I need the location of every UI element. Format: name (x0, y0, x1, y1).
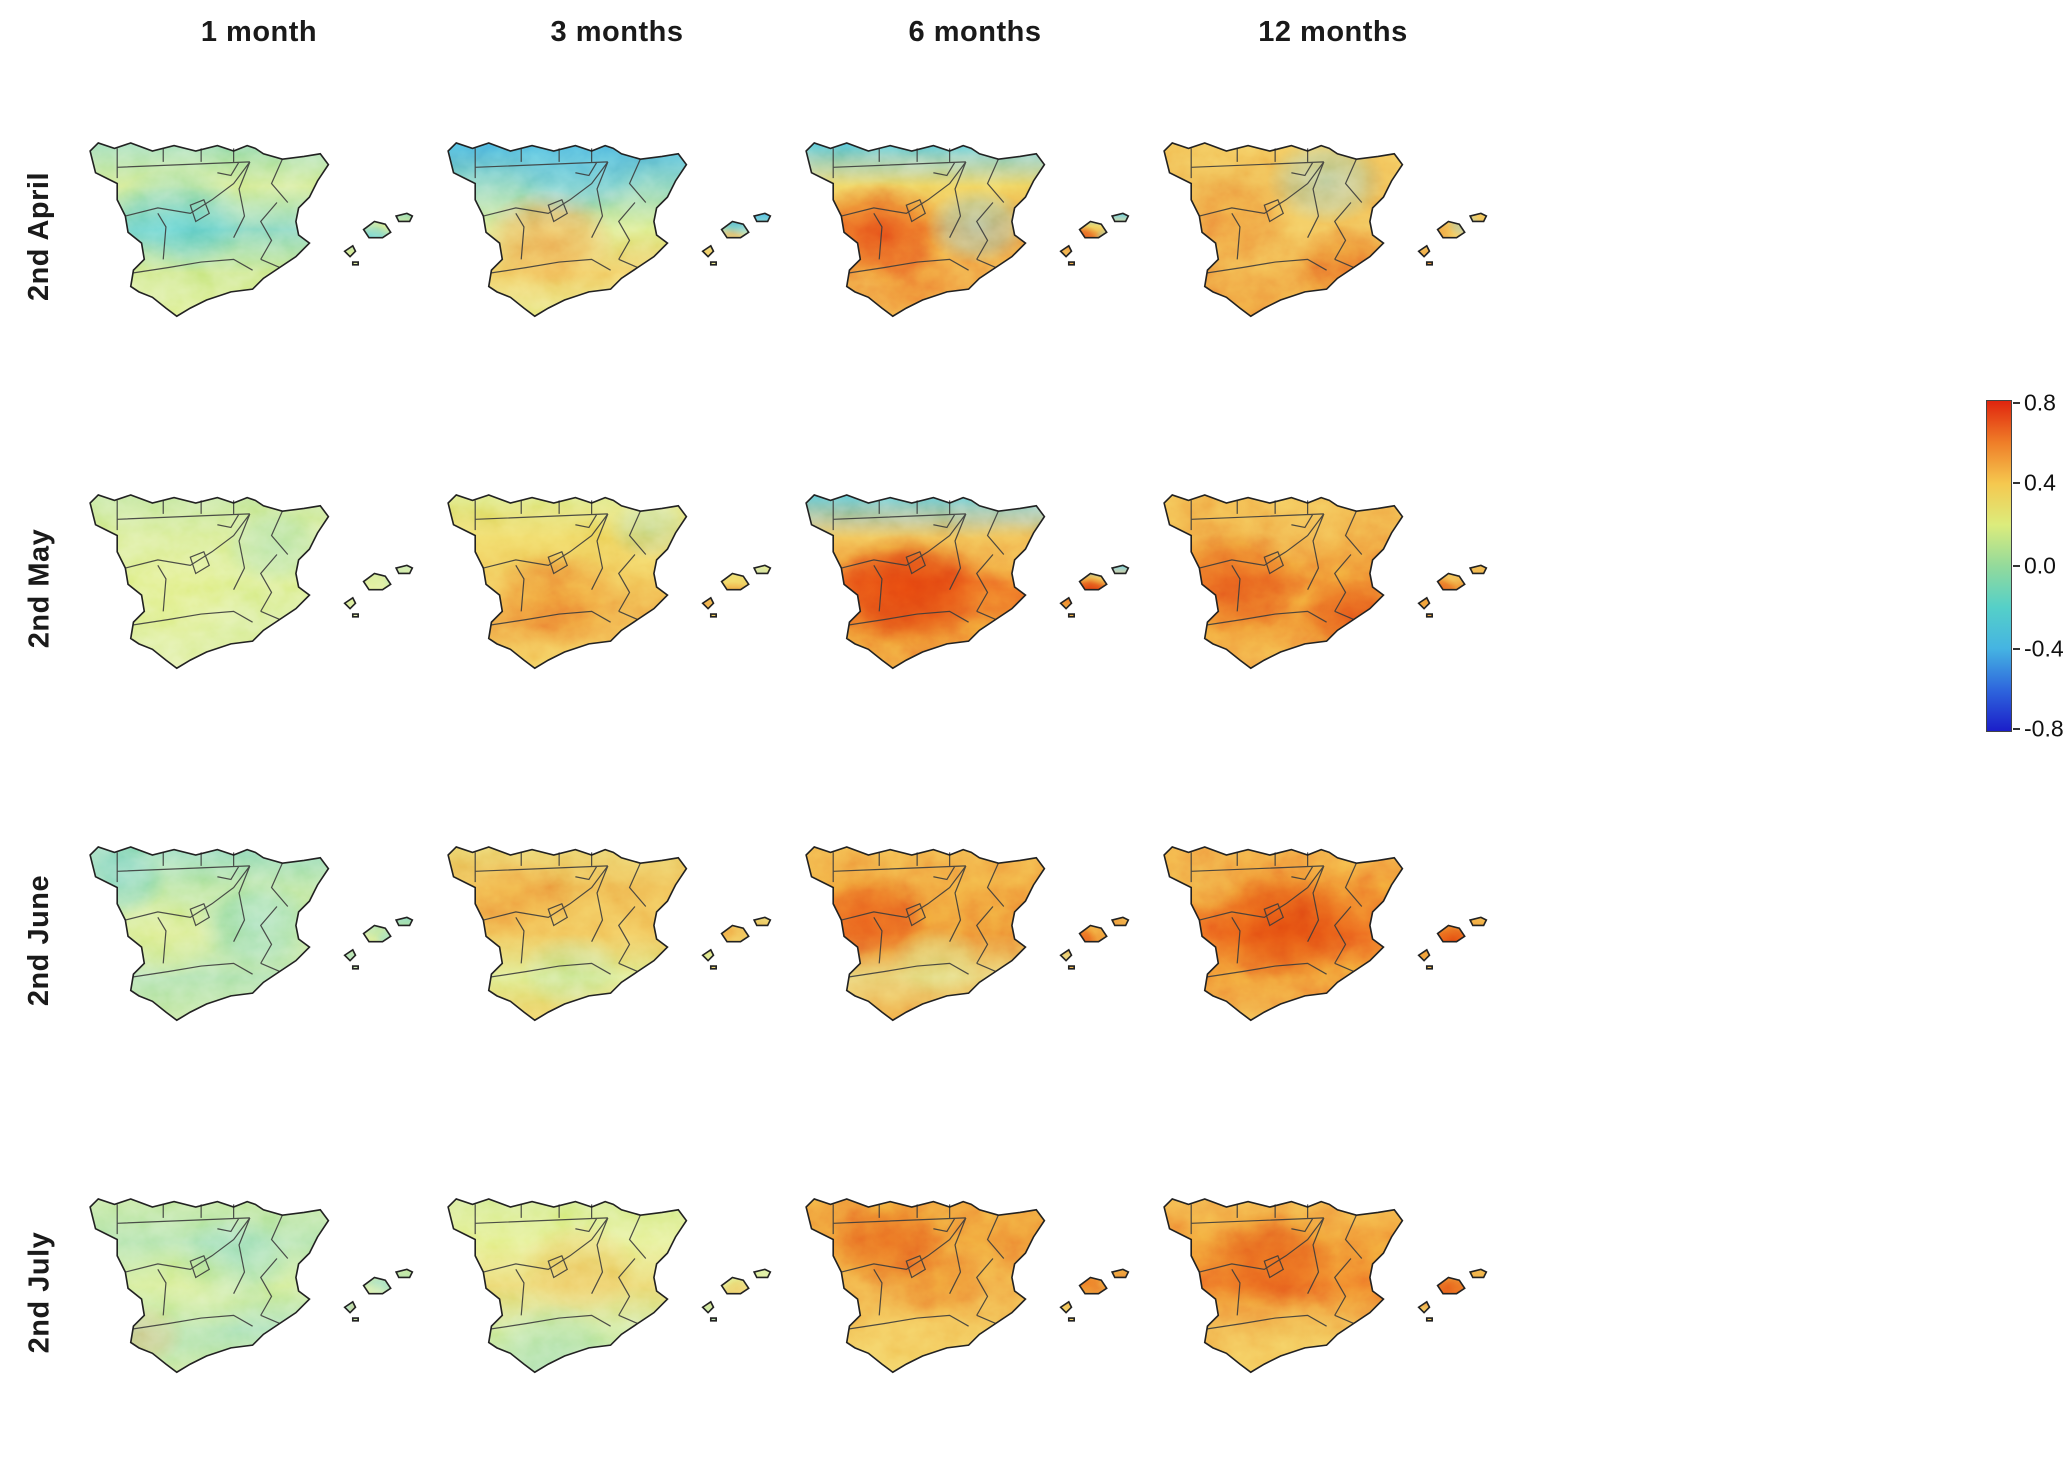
map-tile-july-6m (796, 1116, 1154, 1468)
map-tile-july-3m (438, 1116, 796, 1468)
spain-map (89, 1198, 414, 1374)
spain-map (447, 142, 772, 318)
spain-map (805, 494, 1130, 670)
colorbar-tick-mark (2013, 727, 2020, 730)
row-label-may: 2nd May (23, 528, 56, 648)
grid-corner-spacer (0, 4, 80, 60)
colorbar-tick-mark (2013, 482, 2020, 484)
map-tile-june-12m (1154, 764, 1512, 1116)
spain-map (805, 142, 1130, 318)
row-label-april: 2nd April (23, 171, 56, 301)
map-tile-july-12m (1154, 1116, 1512, 1468)
map-tile-april-1m (80, 60, 438, 412)
column-header-12-months: 12 months (1258, 15, 1408, 48)
map-tile-may-3m (438, 412, 796, 764)
colorbar: 0.8 0.4 0.0 -0.4 -0.8 (1986, 391, 2064, 740)
map-grid: 1 month 3 months 6 months 12 months 2nd … (0, 4, 1512, 1468)
column-header-1-month: 1 month (200, 15, 318, 48)
colorbar-tick-mark (2013, 402, 2020, 405)
spain-map (1163, 142, 1488, 318)
column-header-3-months: 3 months (550, 15, 684, 48)
map-tile-april-6m (796, 60, 1154, 412)
spain-map (1163, 846, 1488, 1022)
spain-map (89, 846, 414, 1022)
colorbar-tick-label: 0.8 (2024, 389, 2056, 416)
map-tile-july-1m (80, 1116, 438, 1468)
map-tile-june-6m (796, 764, 1154, 1116)
spain-map (805, 1198, 1130, 1374)
map-tile-may-6m (796, 412, 1154, 764)
spain-map (89, 494, 414, 670)
colorbar-tick-mark (2013, 565, 2020, 567)
spain-map (447, 846, 772, 1022)
colorbar-tick-label: -0.8 (2024, 715, 2064, 742)
map-tile-june-1m (80, 764, 438, 1116)
colorbar-tick-label: -0.4 (2024, 635, 2064, 662)
column-header-6-months: 6 months (908, 15, 1042, 48)
row-label-june: 2nd June (23, 874, 56, 1006)
spain-map (447, 1198, 772, 1374)
spain-map (1163, 494, 1488, 670)
map-tile-april-12m (1154, 60, 1512, 412)
map-tile-may-1m (80, 412, 438, 764)
spain-map (805, 846, 1130, 1022)
spain-map (89, 142, 414, 318)
row-label-july: 2nd July (23, 1231, 56, 1353)
colorbar-tick-mark (2013, 648, 2020, 650)
spain-map (447, 494, 772, 670)
colorbar-gradient (1986, 400, 2012, 732)
map-tile-may-12m (1154, 412, 1512, 764)
map-tile-april-3m (438, 60, 796, 412)
spain-map (1163, 1198, 1488, 1374)
colorbar-tick-label: 0.4 (2024, 469, 2056, 496)
colorbar-tick-label: 0.0 (2024, 552, 2056, 579)
map-tile-june-3m (438, 764, 796, 1116)
